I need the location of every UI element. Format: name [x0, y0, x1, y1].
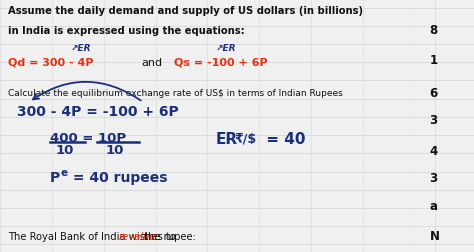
Text: ER: ER	[216, 132, 238, 147]
Text: 4: 4	[429, 145, 438, 158]
Text: = 40: = 40	[261, 132, 306, 147]
Text: ↗ER: ↗ER	[71, 44, 91, 53]
Text: The Royal Bank of India wishes to: The Royal Bank of India wishes to	[8, 232, 179, 242]
Text: 3: 3	[429, 172, 438, 185]
Text: a: a	[429, 200, 438, 213]
Text: P: P	[50, 171, 60, 185]
Text: 6: 6	[429, 87, 438, 100]
Text: 400 = 10P: 400 = 10P	[50, 132, 126, 145]
Text: ₹/$: ₹/$	[234, 132, 256, 145]
Text: ↗ER: ↗ER	[216, 44, 236, 53]
Text: the rupee:: the rupee:	[141, 232, 196, 242]
Text: in India is expressed using the equations:: in India is expressed using the equation…	[8, 26, 245, 37]
Text: 8: 8	[429, 24, 438, 37]
Text: e: e	[61, 168, 68, 178]
Text: Qd = 300 - 4P: Qd = 300 - 4P	[8, 58, 94, 68]
Text: revalue: revalue	[118, 232, 156, 242]
Text: = 40 rupees: = 40 rupees	[68, 171, 168, 185]
Text: 10: 10	[56, 144, 74, 157]
Text: Calculate the equilibrium exchange rate of US$ in terms of Indian Rupees: Calculate the equilibrium exchange rate …	[8, 89, 343, 99]
Text: 1: 1	[429, 54, 438, 67]
Text: Qs = -100 + 6P: Qs = -100 + 6P	[174, 58, 268, 68]
Text: Assume the daily demand and supply of US dollars (in billions): Assume the daily demand and supply of US…	[8, 6, 363, 16]
Text: 300 - 4P = -100 + 6P: 300 - 4P = -100 + 6P	[17, 105, 178, 119]
Text: 10: 10	[106, 144, 124, 157]
Text: and: and	[141, 58, 162, 68]
Text: 3: 3	[429, 114, 438, 128]
Text: N: N	[429, 230, 439, 243]
